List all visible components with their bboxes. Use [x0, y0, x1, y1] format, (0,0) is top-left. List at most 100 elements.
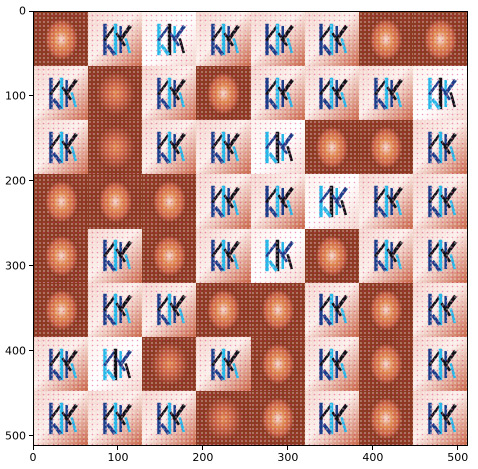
y-tick-label: 100: [5, 89, 26, 103]
glyph-icon: [211, 239, 241, 273]
sample-tile: [196, 120, 251, 175]
x-tick-mark: [287, 446, 289, 450]
sample-tile: [304, 120, 360, 175]
y-tick-mark: [29, 95, 33, 97]
glyph-icon: [211, 348, 241, 381]
glyph-icon: [265, 77, 295, 110]
sample-tile: [304, 174, 360, 229]
glyph-icon: [427, 185, 457, 219]
x-tick-mark: [372, 446, 374, 450]
pixel-noise-overlay: [358, 12, 414, 67]
y-tick-label: 300: [5, 259, 26, 273]
pixel-noise-overlay: [88, 174, 143, 229]
x-tick-mark: [202, 446, 204, 450]
sample-tile: [250, 174, 306, 229]
glyph-icon: [265, 239, 295, 273]
sample-tile: [196, 66, 251, 121]
sample-tile: [88, 12, 143, 67]
pixel-noise-overlay: [358, 120, 414, 175]
glyph-icon: [48, 348, 78, 381]
pixel-noise-overlay: [142, 228, 197, 284]
pixel-noise-overlay: [88, 66, 143, 121]
sample-tile: [196, 228, 251, 284]
glyph-icon: [373, 185, 403, 219]
sample-tile: [412, 228, 467, 284]
glyph-icon: [265, 185, 295, 219]
y-tick-label: 400: [5, 344, 26, 358]
sample-tile: [304, 336, 360, 392]
pixel-noise-overlay: [34, 228, 89, 284]
pixel-noise-overlay: [142, 336, 197, 392]
pixel-noise-overlay: [196, 390, 251, 445]
sample-tile: [88, 66, 143, 121]
pixel-noise-overlay: [250, 336, 306, 392]
sample-tile: [142, 12, 197, 67]
pixel-noise-overlay: [304, 228, 360, 284]
sample-tile: [88, 390, 143, 445]
glyph-icon: [373, 77, 403, 110]
y-tick-mark: [29, 435, 33, 437]
sample-tile: [34, 336, 89, 392]
sample-tile: [412, 66, 467, 121]
sample-tile: [250, 66, 306, 121]
sample-tile: [142, 120, 197, 175]
sample-tile: [358, 282, 414, 338]
glyph-icon: [48, 131, 78, 164]
glyph-icon: [427, 294, 457, 327]
sample-tile: [304, 12, 360, 67]
sample-tile: [88, 120, 143, 175]
glyph-icon: [427, 131, 457, 164]
pixel-noise-overlay: [142, 174, 197, 229]
y-tick-label: 500: [5, 429, 26, 443]
pixel-noise-overlay: [196, 66, 251, 121]
sample-tile: [412, 390, 467, 445]
glyph-icon: [319, 23, 349, 56]
sample-tile: [250, 282, 306, 338]
sample-tile: [34, 282, 89, 338]
pixel-noise-overlay: [196, 282, 251, 338]
x-tick-mark: [457, 446, 459, 450]
sample-tile: [358, 174, 414, 229]
glyph-icon: [427, 348, 457, 381]
sample-tile: [412, 282, 467, 338]
x-tick-label: 0: [29, 451, 37, 464]
glyph-icon: [427, 239, 457, 273]
pixel-noise-overlay: [88, 120, 143, 175]
glyph-icon: [211, 131, 241, 164]
x-tick-label: 300: [277, 451, 299, 464]
x-tick-label: 200: [192, 451, 214, 464]
y-tick-label: 200: [5, 174, 26, 188]
sample-tile: [358, 228, 414, 284]
glyph-icon: [157, 294, 186, 327]
sample-tile: [304, 282, 360, 338]
sample-tile: [88, 228, 143, 284]
sample-tile: [196, 390, 251, 445]
glyph-icon: [211, 185, 241, 219]
image-axes: [33, 11, 468, 446]
sample-tile: [34, 228, 89, 284]
sample-tile: [304, 390, 360, 445]
sample-tile: [304, 228, 360, 284]
sample-tile: [142, 282, 197, 338]
y-tick-mark: [29, 265, 33, 267]
pixel-noise-overlay: [250, 282, 306, 338]
sample-tile: [250, 120, 306, 175]
glyph-icon: [373, 239, 403, 273]
pixel-noise-overlay: [250, 390, 306, 445]
sample-tile: [142, 66, 197, 121]
y-tick-label: 0: [19, 4, 26, 18]
x-tick-mark: [117, 446, 119, 450]
sample-tile: [88, 282, 143, 338]
glyph-icon: [319, 294, 349, 327]
glyph-icon: [319, 402, 349, 435]
sample-tile: [196, 12, 251, 67]
sample-tile: [142, 390, 197, 445]
glyph-icon: [157, 77, 186, 110]
glyph-icon: [48, 402, 78, 435]
sample-tile: [250, 336, 306, 392]
pixel-noise-overlay: [358, 282, 414, 338]
glyph-icon: [157, 402, 186, 435]
glyph-icon: [157, 131, 186, 164]
glyph-icon: [427, 77, 457, 110]
